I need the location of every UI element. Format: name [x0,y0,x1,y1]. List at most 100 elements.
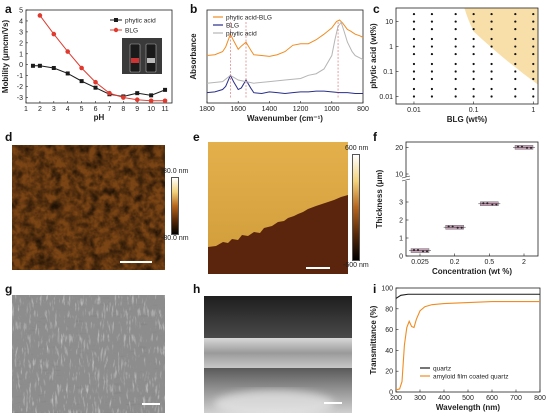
replicate-point [422,250,424,253]
x-axis-label: Concentration (wt %) [432,267,512,276]
sample-point [490,70,493,73]
sample-point [490,52,493,56]
y-tick-label: 1 [19,51,23,58]
y-tick-label: 0 [399,254,403,261]
data-point [134,97,140,103]
sample-point [514,52,517,56]
sample-point [490,77,493,81]
x-tick-label: 10 [147,106,155,113]
sem-texture-g [12,295,165,413]
data-point [79,65,84,71]
sample-point [430,95,434,98]
data-point [30,63,35,68]
sample-point [532,70,535,73]
sample-point [490,87,493,91]
x-tick-label: 8 [121,106,125,113]
afm-image-e [208,142,348,274]
replicate-point [491,203,494,206]
panel-label-h: h [193,282,201,296]
replicate-point [526,146,528,149]
sample-point [412,87,416,91]
y-tick-label: 2 [19,40,23,47]
sample-point [412,12,416,16]
sample-point [532,12,535,16]
y-tick-label: 3 [19,29,23,36]
x-tick-label: 3 [52,106,56,113]
sample-point [454,95,457,98]
y-tick-label: 2 [399,218,403,225]
sample-point [472,27,475,31]
x-tick-label: 800 [357,106,369,113]
data-point [37,13,43,18]
sample-point [412,62,416,66]
plot-frame [206,9,364,104]
sample-point [514,95,517,98]
panel-label-g: g [5,282,13,296]
x-tick-label: 6 [94,106,98,113]
scale-bar-e [306,267,330,269]
x-tick-label: 2 [522,259,526,266]
sample-point [490,95,493,98]
afm-image-d [12,145,165,270]
data-point [37,63,42,68]
colorbar-d-max: 80.0 nm [163,168,189,175]
replicate-point [460,226,463,229]
sample-point [490,27,493,31]
sem-image-g [12,295,165,413]
y-tick-label: 20 [395,145,403,152]
y-tick-label: 80 [385,306,393,313]
data-point [148,98,154,104]
vial-label [147,58,155,63]
replicate-point [456,226,459,229]
y-tick-label: 100 [381,286,393,293]
sample-point [532,87,535,91]
data-point [93,79,98,85]
x-tick-label: 1800 [199,106,215,113]
data-point [162,98,168,104]
colorbar-e [352,154,360,261]
afm-texture-d [12,145,165,270]
panel-label-f: f [373,130,377,144]
sample-point [514,20,517,23]
sample-point [412,27,416,31]
panel-label-c: c [373,2,380,16]
x-axis-label: BLG (wt%) [447,115,488,124]
replicate-point [451,225,454,228]
legend-marker [114,18,118,22]
sample-point [514,27,517,31]
sample-point [532,27,535,31]
sample-point [514,45,517,48]
data-point [135,91,140,96]
y-tick-label: 10 [385,19,393,26]
x-tick-label: 4 [66,106,70,113]
colorbar-e-min: -600 nm [343,262,369,269]
sample-point [514,12,517,16]
x-tick-label: 5 [80,106,84,113]
x-tick-label: 1400 [262,106,278,113]
sem-image-h [204,296,352,413]
panel-label-i: i [373,282,377,296]
x-tick-label: 0.1 [469,107,479,114]
data-point [121,95,126,100]
x-tick-label: 1000 [324,106,340,113]
x-tick-label: 1 [531,107,535,114]
colorbar-d-min: -80.0 nm [161,235,189,242]
x-tick-label: 9 [135,106,139,113]
data-point [107,90,112,96]
plot-frame [405,141,539,257]
sample-point [454,37,457,41]
y-tick-label: 0.01 [379,94,393,101]
sample-point [430,62,434,66]
x-tick-label: 300 [414,395,426,402]
chart-c-phase-diagram: 0.01 0.1 1 0.01 0.1 1 10 BLG (wt%) phytic acid (… [369,7,539,124]
chart-i-transmittance: 200 300 400 500 600 700 800 0 20 40 60 80 100 quartza… [369,286,546,413]
axis-break-gap [402,177,410,181]
legend-label: quartz [433,365,451,372]
y-tick-label: -1 [17,73,23,80]
sample-point [412,37,416,41]
y-tick-label: 5 [19,8,23,15]
sample-point [532,62,535,66]
sample-point [514,77,517,81]
replicate-point [495,203,498,206]
spectrum-line-3 [206,21,364,84]
